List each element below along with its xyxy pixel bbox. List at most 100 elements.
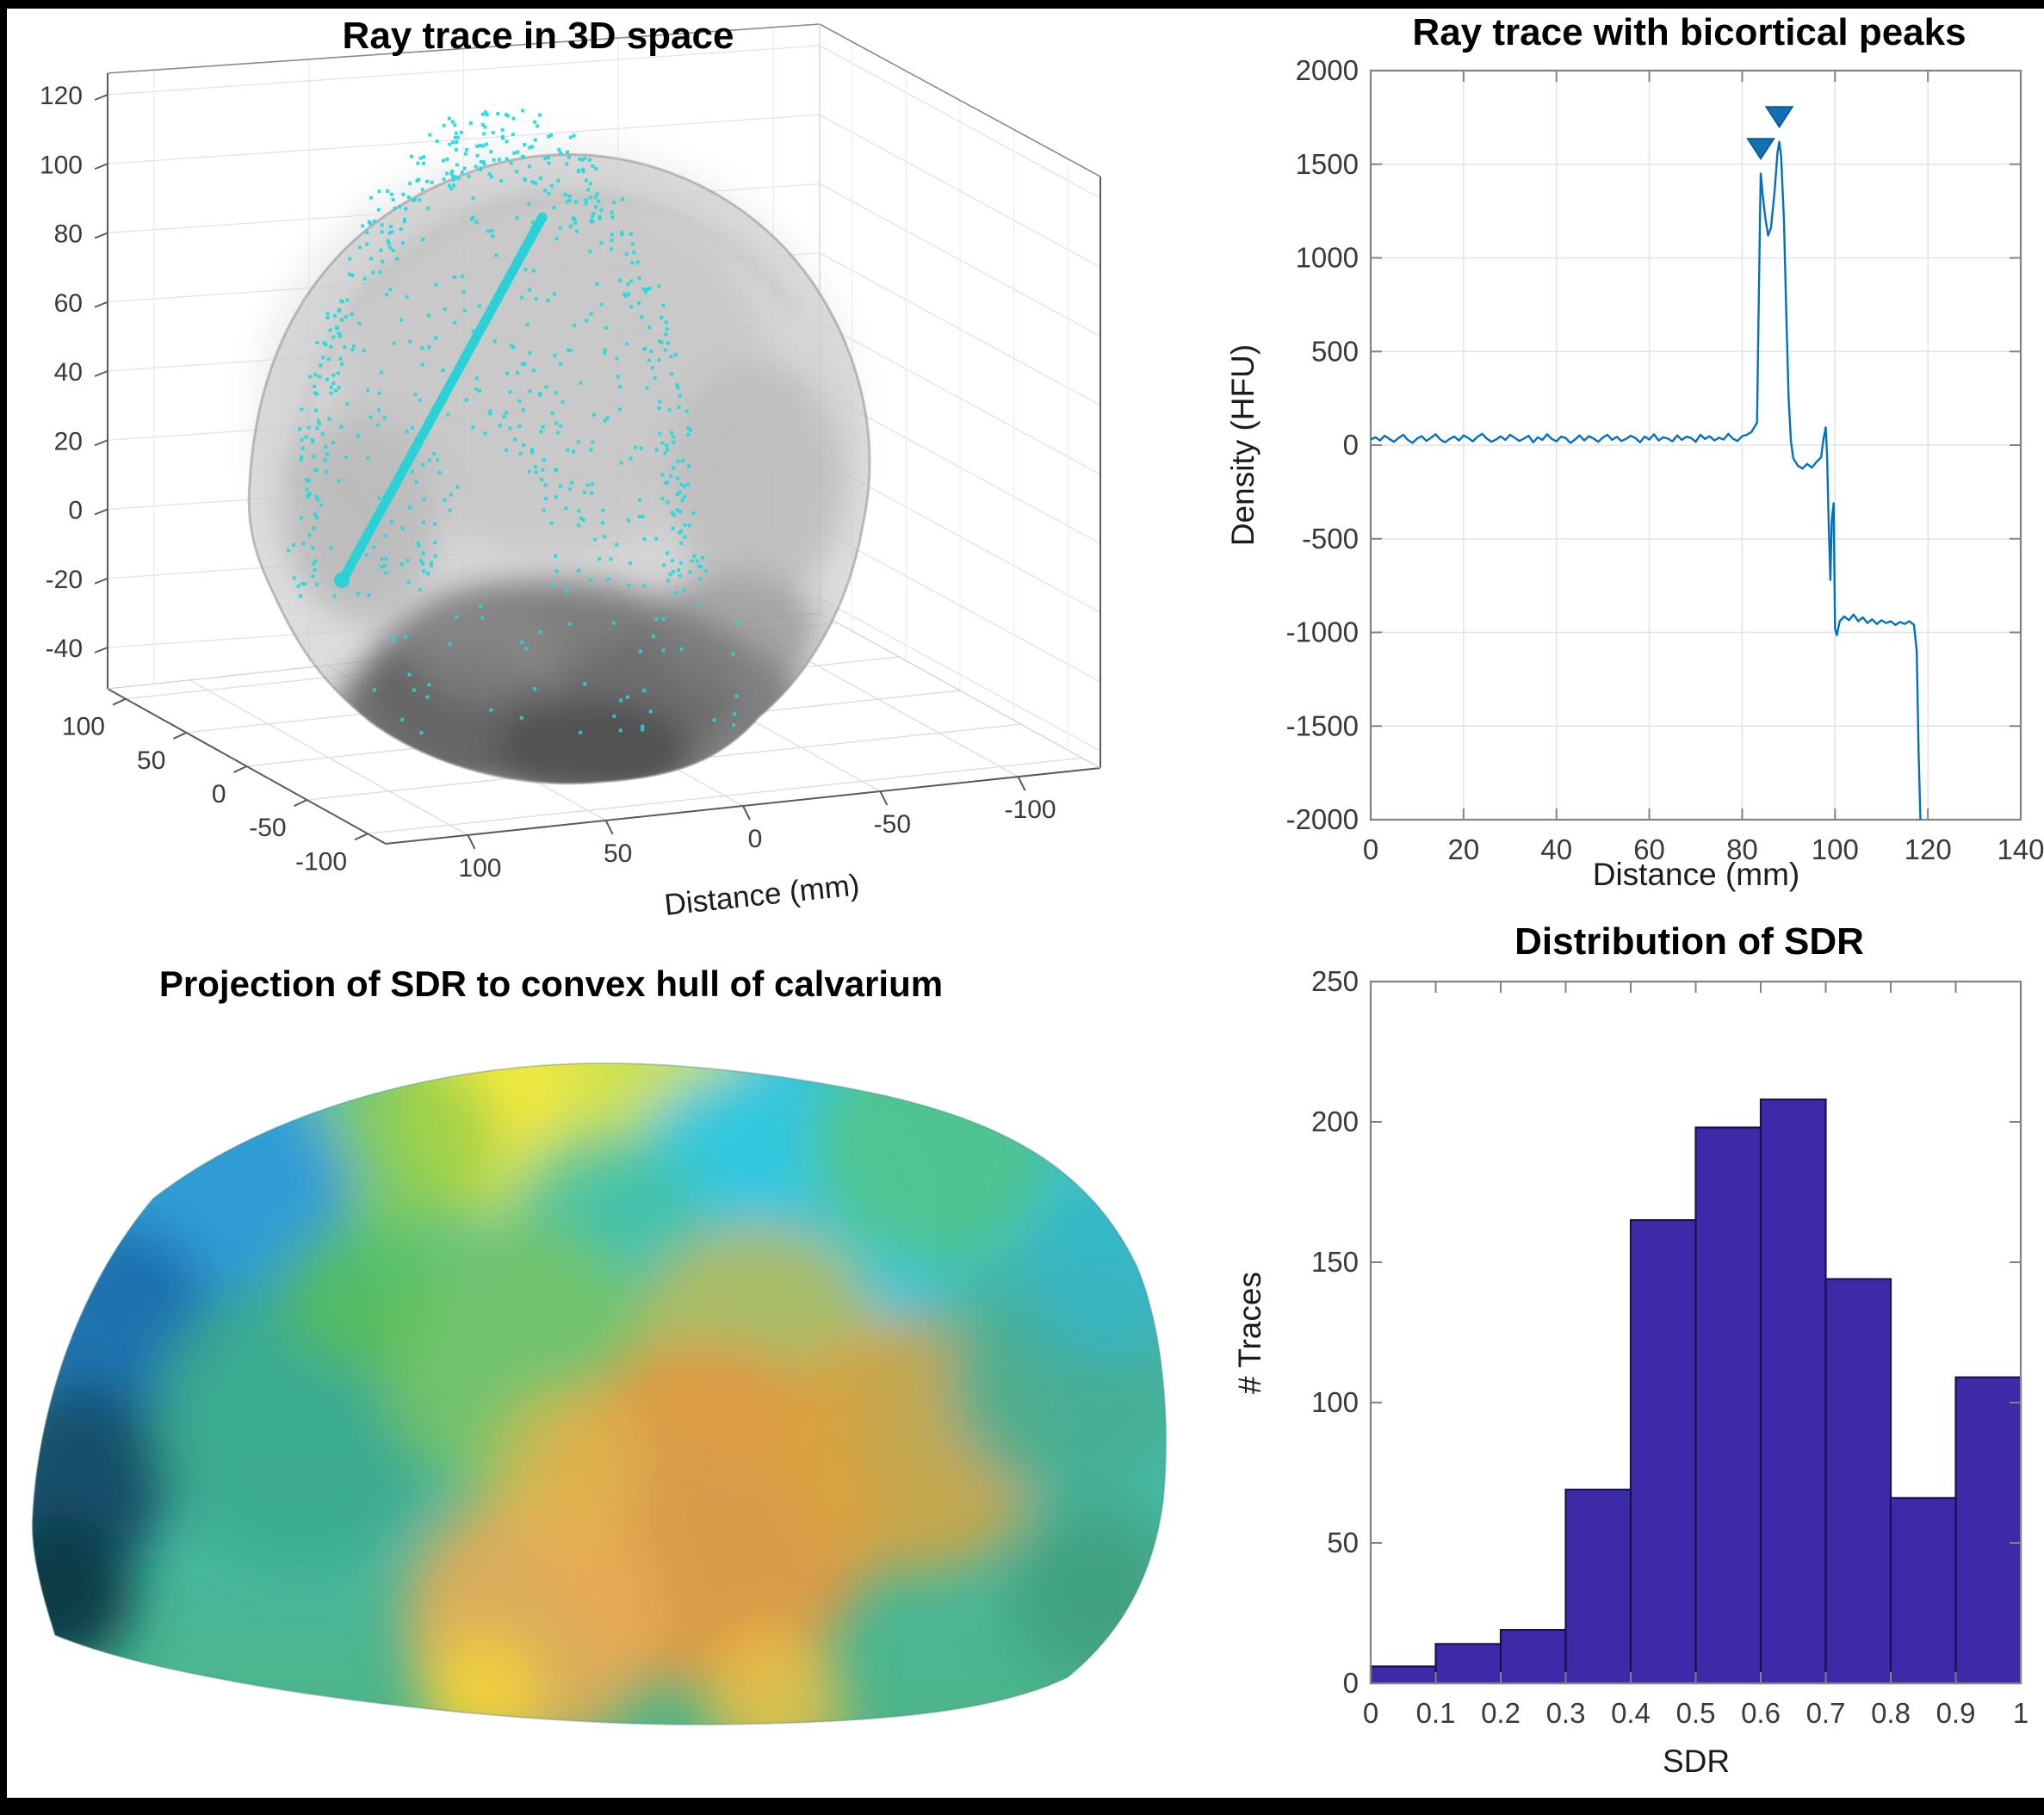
scatter-dot xyxy=(639,446,643,450)
histogram-bar xyxy=(1629,1218,1697,1685)
scatter-dot xyxy=(352,344,356,348)
scatter-dot xyxy=(533,465,537,469)
scatter-dot xyxy=(654,448,659,452)
scatter-dot xyxy=(683,523,687,527)
scatter-dot xyxy=(679,541,684,545)
scatter-dot xyxy=(629,305,634,309)
scatter-dot xyxy=(300,437,304,442)
scatter-dot xyxy=(671,526,675,530)
scatter-dot xyxy=(303,582,307,586)
scatter-dot xyxy=(554,237,559,241)
x-tick-label: 0.4 xyxy=(1611,1697,1651,1729)
hull-sdr-region xyxy=(491,1386,646,1541)
scatter-dot xyxy=(420,188,424,192)
x-tick-label: 0 xyxy=(1363,833,1378,865)
scatter-dot xyxy=(332,313,337,318)
scatter-dot xyxy=(416,541,420,545)
y-tick-label: 0 xyxy=(1343,1667,1359,1699)
scatter-dot xyxy=(452,183,456,188)
scatter-dot xyxy=(372,219,376,223)
scatter-dot xyxy=(435,139,439,143)
tick xyxy=(1017,776,1026,791)
scatter-dot xyxy=(539,630,543,635)
scatter-dot xyxy=(321,356,325,360)
scatter-dot xyxy=(609,247,613,251)
scatter-dot xyxy=(452,275,456,279)
scatter-dot xyxy=(324,444,328,449)
scatter-dot xyxy=(573,217,577,221)
scatter-dot xyxy=(489,150,493,154)
scatter-dot xyxy=(695,559,699,563)
axis-box xyxy=(819,23,1101,177)
scatter-dot xyxy=(641,515,645,519)
scatter-dot xyxy=(555,431,560,435)
histogram-bar xyxy=(1434,1643,1502,1685)
scatter-dot xyxy=(579,381,583,385)
scatter-dot xyxy=(533,687,537,691)
scatter-dot xyxy=(520,362,524,366)
scatter-dot xyxy=(331,381,336,386)
scatter-dot xyxy=(357,321,362,325)
panel2-xaxis-label: Distance (mm) xyxy=(1592,857,1800,892)
scatter-dot xyxy=(591,220,595,224)
tick xyxy=(94,232,108,239)
scatter-dot xyxy=(567,622,572,626)
scatter-dot xyxy=(546,155,550,159)
scatter-dot xyxy=(657,358,661,362)
scatter-dot xyxy=(381,259,385,263)
scatter-dot xyxy=(511,133,515,137)
scatter-dot xyxy=(304,435,308,439)
scatter-dot xyxy=(576,440,580,444)
scatter-dot xyxy=(554,468,559,472)
scatter-dot xyxy=(392,341,396,345)
scatter-dot xyxy=(686,426,691,431)
scatter-dot xyxy=(345,298,350,302)
scatter-dot xyxy=(619,461,623,465)
x-tick-label: 100 xyxy=(458,854,501,883)
histogram-bar xyxy=(1759,1098,1827,1685)
scatter-dot xyxy=(313,373,318,377)
scatter-dot xyxy=(554,495,559,499)
scatter-dot xyxy=(471,196,475,201)
scatter-dot xyxy=(528,350,532,355)
scatter-dot xyxy=(630,261,635,265)
scatter-dot xyxy=(331,440,335,444)
panel2-title: Ray trace with bicortical peaks xyxy=(1412,11,1967,53)
scatter-dot xyxy=(676,386,680,390)
scatter-dot xyxy=(443,307,447,312)
scatter-dot xyxy=(399,318,403,322)
scatter-dot xyxy=(350,313,354,317)
scatter-dot xyxy=(670,511,674,515)
z-tick-label: -40 xyxy=(46,635,83,663)
x-tick-label: 50 xyxy=(604,839,632,868)
scatter-dot xyxy=(382,416,387,420)
scatter-dot xyxy=(593,205,598,209)
x-tick-label: 0.6 xyxy=(1741,1697,1781,1729)
scatter-dot xyxy=(508,426,512,431)
scatter-dot xyxy=(310,437,314,442)
scatter-dot xyxy=(525,323,530,327)
scatter-dot xyxy=(672,440,676,444)
scatter-dot xyxy=(527,164,531,169)
scatter-dot xyxy=(672,466,676,470)
axis-box xyxy=(107,23,821,74)
scatter-dot xyxy=(338,356,343,361)
scatter-dot xyxy=(657,284,661,288)
scatter-dot xyxy=(566,200,570,204)
scatter-dot xyxy=(448,642,452,647)
scatter-dot xyxy=(734,694,739,698)
scatter-dot xyxy=(677,406,681,410)
scatter-dot xyxy=(521,408,525,412)
scatter-dot xyxy=(666,500,670,505)
scatter-dot xyxy=(635,260,640,264)
scatter-dot xyxy=(599,241,604,245)
scatter-dot xyxy=(584,201,588,206)
scatter-dot xyxy=(566,150,570,154)
scatter-dot xyxy=(399,227,403,232)
scatter-dot xyxy=(344,455,348,460)
scatter-dot xyxy=(601,521,605,525)
scatter-dot xyxy=(679,561,684,565)
histogram-bar xyxy=(1499,1628,1567,1685)
scatter-dot xyxy=(669,431,673,435)
scatter-dot xyxy=(663,451,667,455)
